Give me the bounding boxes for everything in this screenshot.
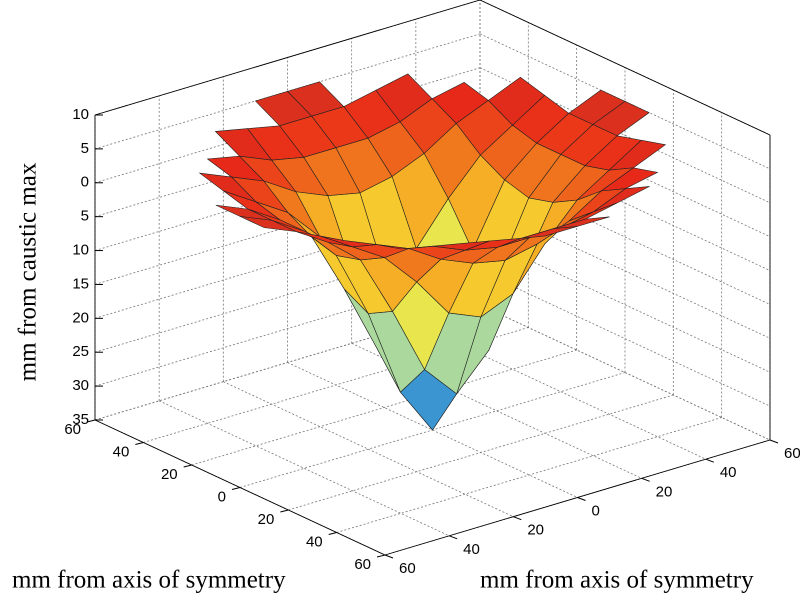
z-tick-label: 30 (72, 377, 89, 394)
z-tick-label: 0 (81, 174, 89, 191)
axis-line (94, 0, 481, 116)
y-tick-label: 40 (463, 541, 480, 558)
surface-patch (521, 226, 578, 239)
z-tick-label: 5 (81, 208, 89, 225)
x-tick (328, 532, 337, 535)
floor-grid-line (223, 381, 514, 518)
x-tick-label: 40 (113, 443, 130, 460)
y-tick (769, 439, 779, 444)
x-tick (183, 464, 192, 468)
x-tick-label: 60 (354, 556, 371, 573)
z-tick-label: 15 (72, 275, 89, 292)
z-axis-title: mm from caustic max (15, 162, 42, 381)
y-tick (448, 535, 458, 540)
z-tick-label: 25 (72, 343, 89, 360)
x-tick-label: 60 (64, 421, 81, 438)
y-tick (384, 554, 394, 559)
axis-line (479, 0, 771, 136)
wall-grid-line (94, 304, 481, 421)
x-tick (376, 554, 386, 558)
y-axis-title: mm from axis of symmetry (480, 567, 754, 594)
axis-line (94, 419, 386, 556)
wall-grid-line (94, 236, 481, 353)
wall-grid-line (479, 33, 771, 170)
y-tick-label: 40 (720, 464, 737, 481)
y-tick (641, 477, 650, 482)
x-tick-label: 20 (161, 466, 178, 483)
y-tick (513, 516, 522, 521)
floor-grid-line (336, 417, 722, 533)
wall-grid-line (479, 304, 771, 441)
x-tick (231, 487, 241, 490)
y-tick-label: 20 (527, 522, 544, 539)
y-tick-label: 60 (399, 560, 416, 577)
x-tick-label: 0 (218, 488, 226, 505)
surface-patch (432, 240, 490, 251)
wall-grid-line (94, 270, 481, 387)
x-tick-label: 40 (306, 533, 323, 550)
x-axis-title: mm from axis of symmetry (12, 567, 286, 594)
floor-grid-line (158, 400, 450, 537)
axis-line (384, 439, 771, 556)
wall-grid-line (479, 270, 771, 407)
floor-grid-line (191, 349, 577, 466)
x-tick (86, 419, 96, 423)
floor-grid-line (287, 362, 578, 498)
y-tick (705, 458, 715, 463)
z-tick-label: 5 (81, 140, 89, 157)
z-tick-label: 10 (72, 106, 89, 123)
x-tick-label: 20 (258, 511, 275, 528)
y-tick-label: 0 (592, 502, 600, 519)
y-tick-label: 60 (784, 445, 800, 462)
z-tick-label: 10 (72, 242, 89, 259)
x-tick (280, 509, 289, 513)
y-tick-label: 20 (656, 483, 673, 500)
z-tick-label: 35 (72, 411, 89, 428)
wall-grid-line (94, 202, 481, 319)
z-tick-label: 20 (72, 309, 89, 326)
y-tick (577, 497, 586, 501)
x-tick (135, 442, 144, 445)
